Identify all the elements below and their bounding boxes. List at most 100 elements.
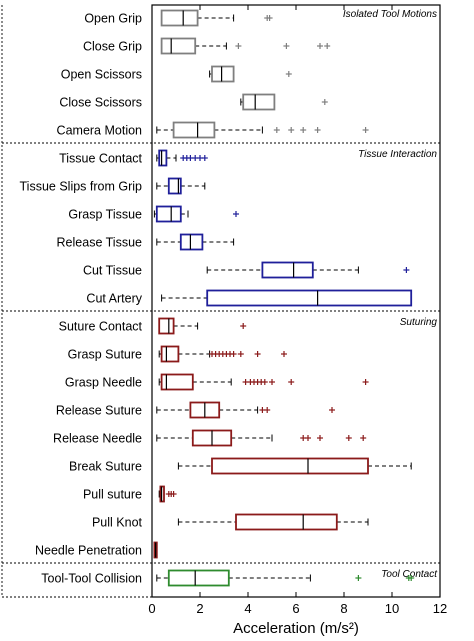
box-release-tissue: Release Tissue bbox=[57, 233, 235, 251]
outlier-marker bbox=[345, 435, 352, 441]
x-tick-label: 4 bbox=[244, 601, 251, 616]
group-label-tool-contact: Tool Contact bbox=[381, 569, 438, 580]
iqr-box bbox=[155, 205, 182, 223]
outlier-marker bbox=[273, 127, 280, 133]
iqr-box bbox=[261, 261, 314, 279]
iqr-box bbox=[167, 569, 230, 587]
outlier-marker bbox=[408, 575, 415, 581]
x-tick-label: 6 bbox=[292, 601, 299, 616]
iqr-box bbox=[160, 345, 180, 363]
category-label: Open Scissors bbox=[61, 68, 142, 82]
category-label: Tissue Contact bbox=[59, 152, 142, 166]
category-label: Grasp Needle bbox=[65, 376, 142, 390]
outlier-marker bbox=[403, 267, 410, 273]
outlier-marker bbox=[300, 127, 307, 133]
x-tick-label: 2 bbox=[196, 601, 203, 616]
outlier-marker bbox=[317, 43, 323, 49]
x-tick-label: 0 bbox=[148, 601, 155, 616]
group-label-tissue-interaction: Tissue Interaction bbox=[358, 149, 437, 160]
outlier-marker bbox=[230, 351, 237, 357]
iqr-box bbox=[160, 9, 199, 27]
outlier-marker bbox=[285, 71, 292, 77]
group-label-isolated-tool-motions: Isolated Tool Motions bbox=[343, 9, 437, 20]
box-tissue-slips-from-grip: Tissue Slips from Grip bbox=[20, 177, 206, 195]
outlier-marker bbox=[235, 43, 242, 49]
box-cut-artery: Cut Artery bbox=[86, 289, 413, 307]
outlier-marker bbox=[237, 351, 244, 357]
outlier-marker bbox=[355, 575, 362, 581]
category-label: Release Tissue bbox=[57, 236, 143, 250]
category-label: Pull suture bbox=[83, 488, 142, 502]
iqr-box bbox=[160, 37, 197, 55]
box-camera-motion: Camera Motion bbox=[57, 121, 369, 139]
outlier-marker bbox=[264, 407, 271, 413]
box-tool-tool-collision: Tool-Tool Collision bbox=[41, 569, 415, 587]
x-tick-label: 8 bbox=[340, 601, 347, 616]
outlier-marker bbox=[329, 407, 335, 413]
iqr-box bbox=[158, 149, 168, 167]
group-separators: Isolated Tool Motions Tissue Interaction S… bbox=[1, 5, 440, 598]
x-tick-label: 12 bbox=[433, 601, 447, 616]
category-label: Camera Motion bbox=[57, 124, 142, 138]
category-label: Tool-Tool Collision bbox=[41, 572, 142, 586]
outlier-marker bbox=[324, 43, 331, 49]
category-label: Release Suture bbox=[56, 404, 142, 418]
category-label: Open Grip bbox=[84, 12, 142, 26]
plot-frame bbox=[151, 4, 441, 598]
iqr-box bbox=[206, 289, 413, 307]
iqr-box bbox=[160, 373, 194, 391]
box-needle-penetration: Needle Penetration bbox=[35, 541, 158, 559]
box-pull-suture: Pull suture bbox=[83, 485, 177, 503]
category-label: Grasp Suture bbox=[68, 348, 142, 362]
x-tick-label: 10 bbox=[385, 601, 399, 616]
outlier-marker bbox=[170, 491, 177, 497]
box-release-suture: Release Suture bbox=[56, 401, 335, 419]
outlier-marker bbox=[283, 43, 290, 49]
box-grasp-suture: Grasp Suture bbox=[68, 345, 287, 363]
iqr-box bbox=[242, 93, 276, 111]
category-label: Cut Tissue bbox=[83, 264, 142, 278]
category-label: Tissue Slips from Grip bbox=[20, 180, 143, 194]
box-tissue-contact: Tissue Contact bbox=[59, 149, 208, 167]
outlier-marker bbox=[314, 127, 321, 133]
x-axis: 0 2 4 6 8 10 12 bbox=[148, 5, 447, 616]
outlier-marker bbox=[201, 155, 208, 161]
box-grasp-needle: Grasp Needle bbox=[65, 373, 369, 391]
box-close-scissors: Close Scissors bbox=[59, 93, 328, 111]
iqr-box bbox=[211, 457, 369, 475]
category-label: Close Scissors bbox=[59, 96, 142, 110]
iqr-box bbox=[211, 65, 235, 83]
box-cut-tissue: Cut Tissue bbox=[83, 261, 410, 279]
outlier-marker bbox=[317, 435, 323, 441]
outlier-marker bbox=[269, 379, 275, 385]
outlier-marker bbox=[288, 379, 295, 385]
category-label: Close Grip bbox=[83, 40, 142, 54]
outlier-marker bbox=[240, 323, 247, 329]
category-label: Grasp Tissue bbox=[68, 208, 142, 222]
box-release-needle: Release Needle bbox=[53, 429, 367, 447]
outlier-marker bbox=[281, 351, 287, 357]
box-close-grip: Close Grip bbox=[83, 37, 331, 55]
category-label: Break Suture bbox=[69, 460, 142, 474]
outlier-marker bbox=[288, 127, 295, 133]
category-label: Cut Artery bbox=[86, 292, 142, 306]
outlier-marker bbox=[254, 351, 261, 357]
iqr-box bbox=[167, 177, 182, 195]
category-label: Pull Knot bbox=[92, 516, 143, 530]
outlier-marker bbox=[362, 379, 369, 385]
category-label: Needle Penetration bbox=[35, 544, 142, 558]
category-label: Release Needle bbox=[53, 432, 142, 446]
iqr-box bbox=[158, 317, 175, 335]
outlier-marker bbox=[261, 379, 268, 385]
box-plot-series: Open Grip Close Grip Open Scissors Close Sc… bbox=[20, 9, 415, 587]
outlier-marker bbox=[233, 211, 239, 217]
iqr-box bbox=[179, 233, 204, 251]
iqr-box bbox=[172, 121, 216, 139]
outlier-marker bbox=[321, 99, 328, 105]
outlier-marker bbox=[360, 435, 367, 441]
box-grasp-tissue: Grasp Tissue bbox=[68, 205, 239, 223]
box-suture-contact: Suture Contact bbox=[59, 317, 247, 335]
outlier-marker bbox=[362, 127, 369, 133]
iqr-box bbox=[235, 513, 338, 531]
